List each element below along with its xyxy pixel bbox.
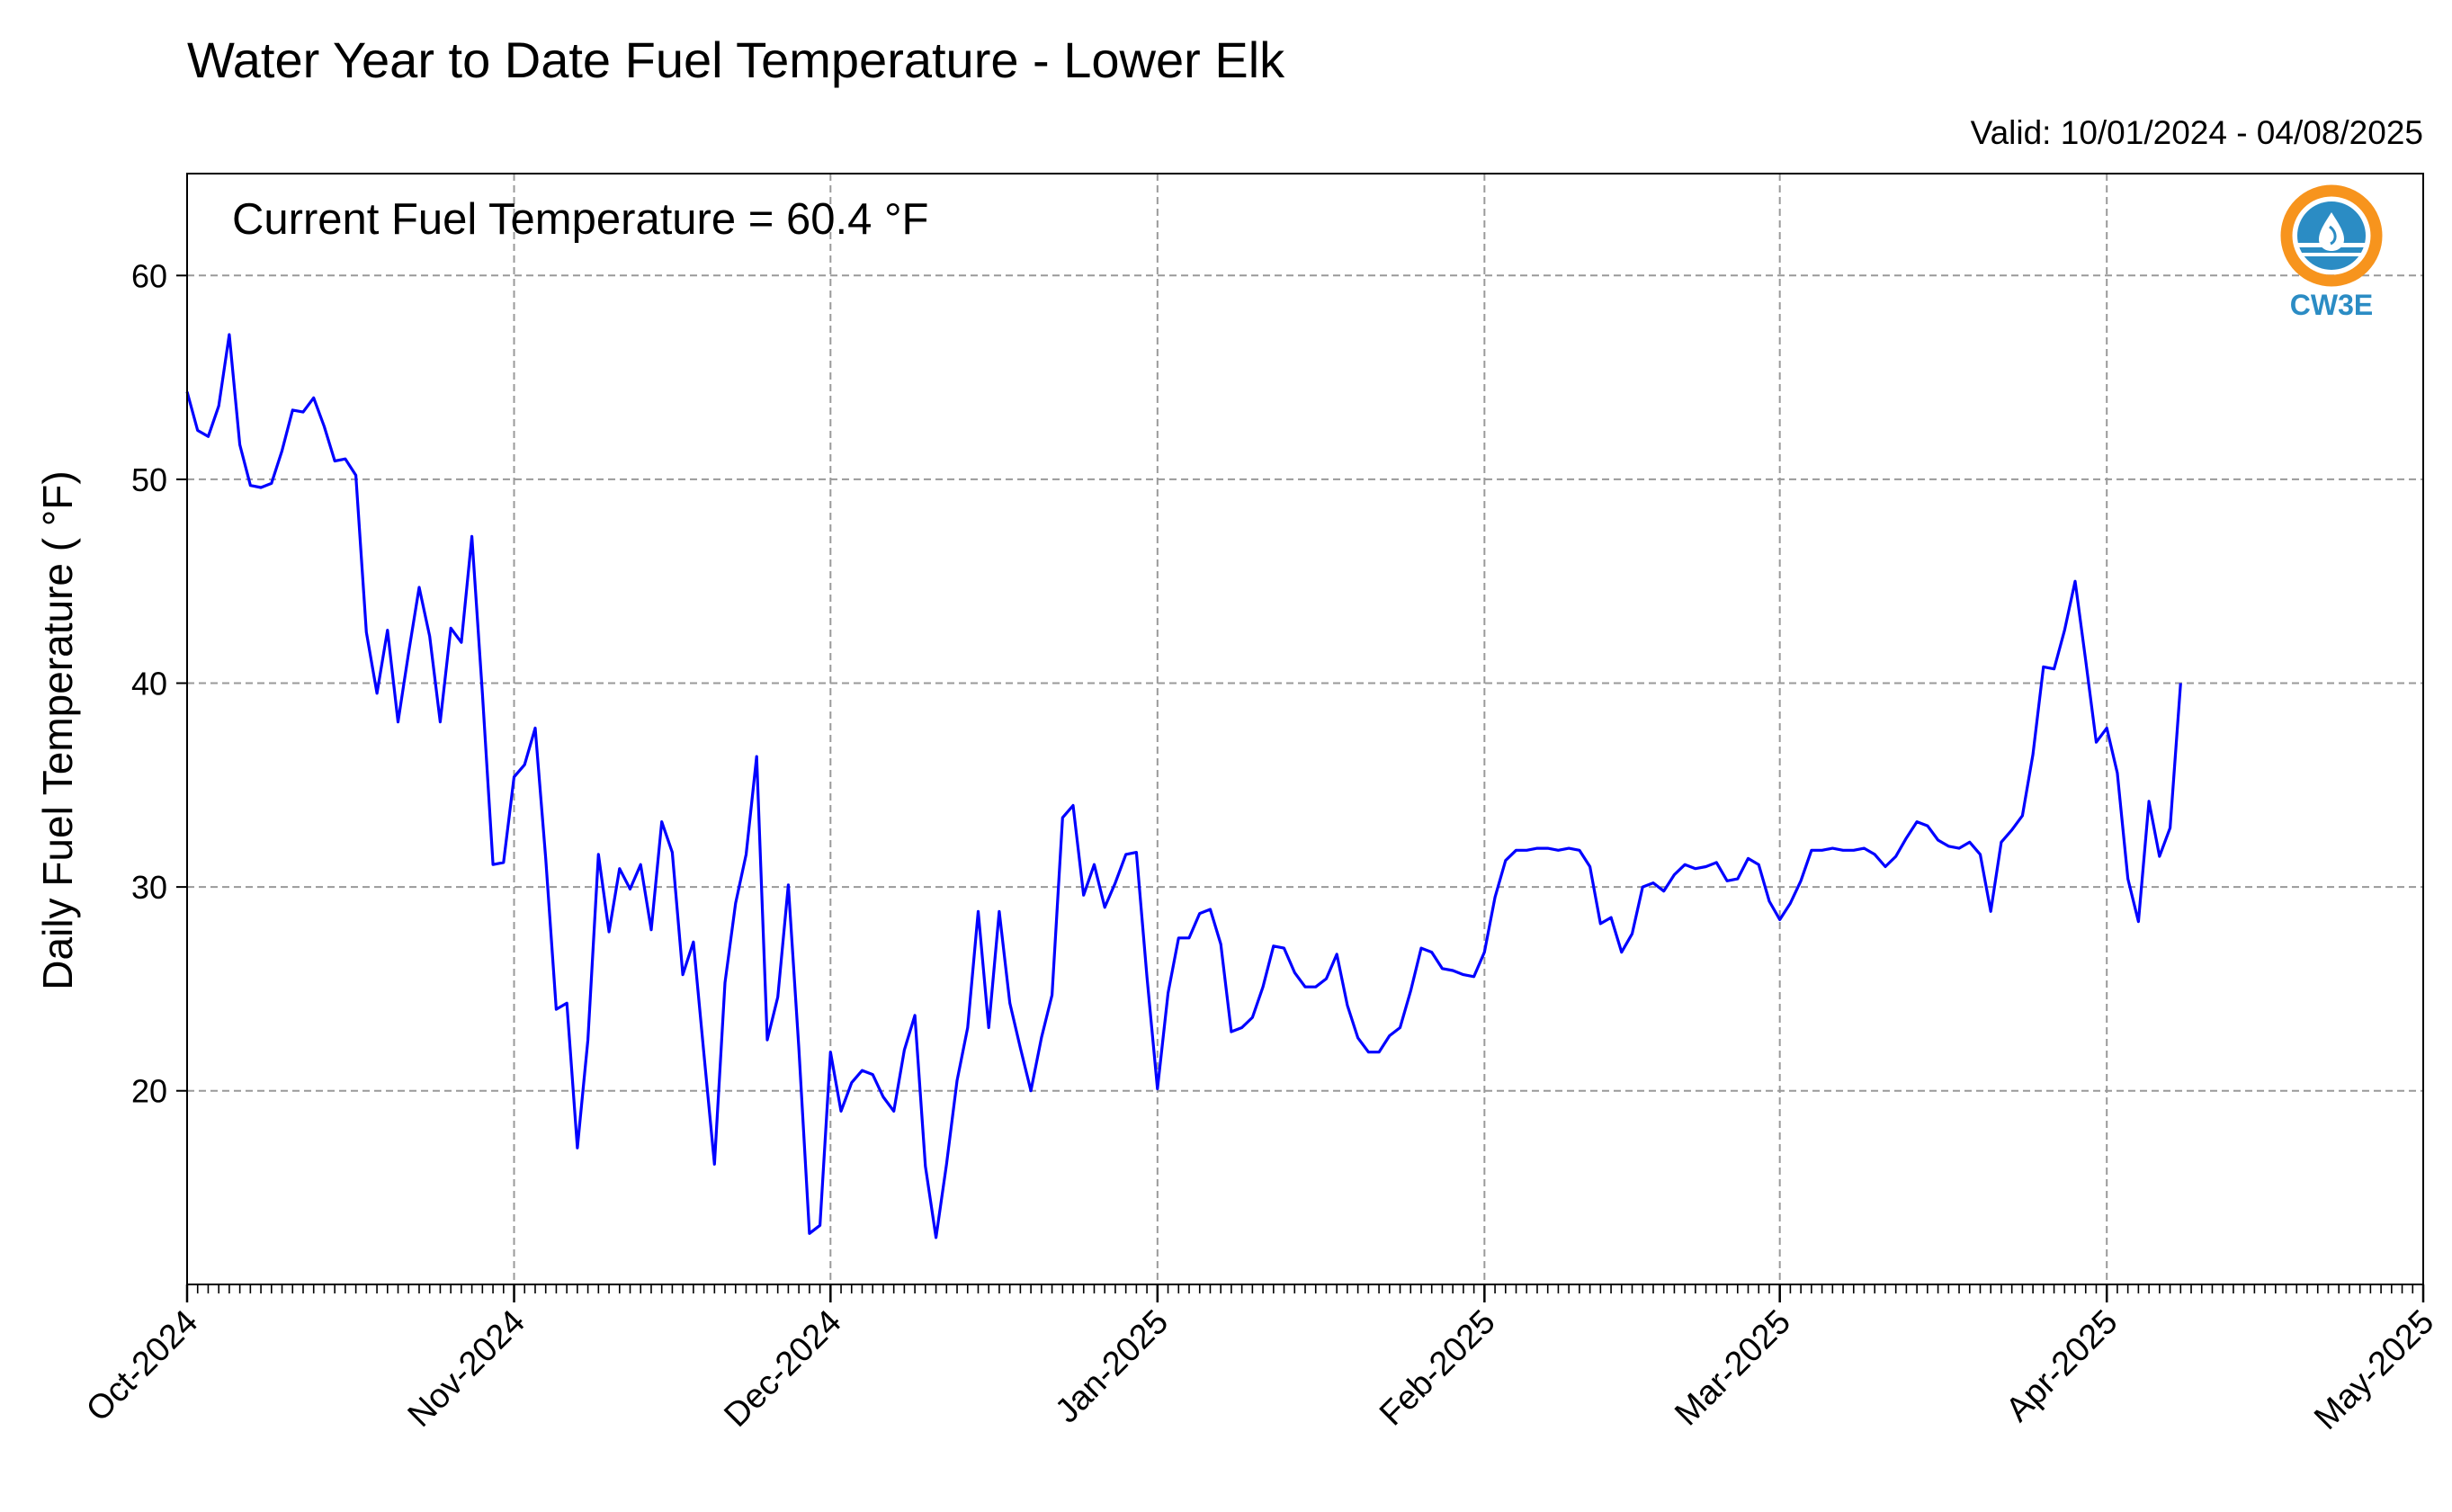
xtick-label-May-2025: May-2025 bbox=[2307, 1303, 2441, 1437]
xtick-label-Dec-2024: Dec-2024 bbox=[717, 1303, 848, 1435]
ytick-label-40: 40 bbox=[131, 666, 167, 702]
xtick-label-Nov-2024: Nov-2024 bbox=[401, 1303, 532, 1435]
xtick-label-Feb-2025: Feb-2025 bbox=[1373, 1303, 1503, 1434]
water-drop-icon bbox=[2319, 212, 2344, 251]
series-line-fuel-temperature bbox=[185, 333, 2182, 1239]
y-axis-label: Daily Fuel Temperature ( °F) bbox=[34, 470, 81, 989]
xtick-labels: Oct-2024 Nov-2024 Dec-2024 Jan-2025 Feb-2025… bbox=[79, 1284, 2441, 1437]
cw3e-logo: CW3E bbox=[2280, 184, 2383, 321]
ytick-label-50: 50 bbox=[131, 461, 167, 498]
xtick-label-Jan-2025: Jan-2025 bbox=[1048, 1303, 1176, 1431]
minor-ticks bbox=[186, 1284, 2424, 1293]
ytick-label-20: 20 bbox=[131, 1073, 167, 1110]
xtick-label-Oct-2024: Oct-2024 bbox=[79, 1303, 205, 1429]
xtick-label-Apr-2025: Apr-2025 bbox=[1999, 1303, 2125, 1429]
ytick-label-60: 60 bbox=[131, 257, 167, 294]
logo-text: CW3E bbox=[2290, 289, 2373, 321]
current-temperature-annotation: Current Fuel Temperature = 60.4 °F bbox=[232, 195, 928, 244]
gridlines bbox=[187, 174, 2423, 1284]
plot-frame bbox=[186, 173, 2424, 1285]
valid-date-range: Valid: 10/01/2024 - 04/08/2025 bbox=[1971, 114, 2423, 151]
logo-ring bbox=[2280, 184, 2383, 287]
chart-title: Water Year to Date Fuel Temperature - Lo… bbox=[187, 31, 1285, 88]
ytick-labels: 20 30 40 50 60 bbox=[131, 257, 187, 1110]
drop-swirl-icon bbox=[2329, 225, 2337, 246]
logo-wave-band-2 bbox=[2299, 253, 2364, 256]
xtick-label-Mar-2025: Mar-2025 bbox=[1668, 1303, 1798, 1434]
ytick-label-30: 30 bbox=[131, 869, 167, 906]
